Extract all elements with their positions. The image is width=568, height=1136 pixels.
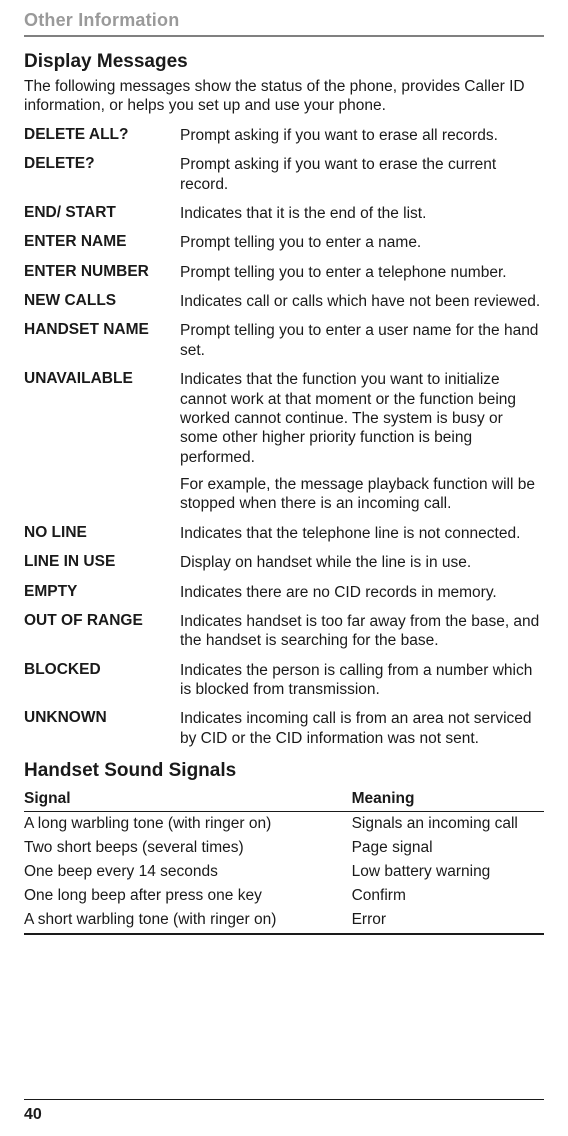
table-row: One long beep after press one keyConfirm xyxy=(24,884,544,908)
handset-signals-table: Signal Meaning A long warbling tone (wit… xyxy=(24,788,544,935)
definition-desc: Indicates call or calls which have not b… xyxy=(180,292,544,311)
definition-desc: Prompt asking if you want to erase all r… xyxy=(180,126,544,145)
definition-term: OUT OF RANGE xyxy=(24,612,170,651)
definition-desc: Indicates that the function you want to … xyxy=(180,370,544,514)
definition-desc: Indicates incoming call is from an area … xyxy=(180,709,544,748)
definition-desc-para: Display on handset while the line is in … xyxy=(180,553,544,572)
display-messages-title: Display Messages xyxy=(24,51,544,73)
definition-term: UNAVAILABLE xyxy=(24,370,170,514)
definition-term: END/ START xyxy=(24,204,170,223)
definition-desc: Indicates that it is the end of the list… xyxy=(180,204,544,223)
definition-term: UNKNOWN xyxy=(24,709,170,748)
definition-term: NEW CALLS xyxy=(24,292,170,311)
table-cell: Error xyxy=(352,908,544,934)
table-cell: Page signal xyxy=(352,836,544,860)
definition-desc-para: Indicates that the telephone line is not… xyxy=(180,524,544,543)
table-cell: A short warbling tone (with ringer on) xyxy=(24,908,352,934)
table-row: One beep every 14 secondsLow battery war… xyxy=(24,860,544,884)
definition-desc-para: Indicates that it is the end of the list… xyxy=(180,204,544,223)
definition-desc: Indicates the person is calling from a n… xyxy=(180,661,544,700)
table-cell: Two short beeps (several times) xyxy=(24,836,352,860)
definition-desc-para: Indicates that the function you want to … xyxy=(180,370,544,467)
definition-term: LINE IN USE xyxy=(24,553,170,572)
definition-desc-para: Indicates handset is too far away from t… xyxy=(180,612,544,651)
definition-term: ENTER NAME xyxy=(24,233,170,252)
definition-desc: Indicates handset is too far away from t… xyxy=(180,612,544,651)
definition-desc-para: Prompt telling you to enter a user name … xyxy=(180,321,544,360)
page: Other Information Display Messages The f… xyxy=(0,0,568,1136)
header-rule xyxy=(24,35,544,37)
definition-desc-para: For example, the message playback functi… xyxy=(180,475,544,514)
definition-term: DELETE ALL? xyxy=(24,126,170,145)
table-cell: A long warbling tone (with ringer on) xyxy=(24,812,352,837)
section-header: Other Information xyxy=(24,10,544,31)
definition-desc: Prompt telling you to enter a telephone … xyxy=(180,263,544,282)
table-row: Two short beeps (several times)Page sign… xyxy=(24,836,544,860)
table-cell: Signals an incoming call xyxy=(352,812,544,837)
table-cell: One long beep after press one key xyxy=(24,884,352,908)
definition-desc-para: Prompt telling you to enter a name. xyxy=(180,233,544,252)
definition-desc-para: Prompt telling you to enter a telephone … xyxy=(180,263,544,282)
definition-desc-para: Indicates the person is calling from a n… xyxy=(180,661,544,700)
definition-desc-para: Indicates call or calls which have not b… xyxy=(180,292,544,311)
footer-rule xyxy=(24,1099,544,1100)
definition-term: HANDSET NAME xyxy=(24,321,170,360)
display-messages-lead: The following messages show the status o… xyxy=(24,77,544,116)
definition-desc: Indicates there are no CID records in me… xyxy=(180,583,544,602)
table-cell: One beep every 14 seconds xyxy=(24,860,352,884)
definition-desc: Prompt asking if you want to erase the c… xyxy=(180,155,544,194)
definition-desc-para: Prompt asking if you want to erase all r… xyxy=(180,126,544,145)
definition-term: ENTER NUMBER xyxy=(24,263,170,282)
table-cell: Confirm xyxy=(352,884,544,908)
definition-desc: Display on handset while the line is in … xyxy=(180,553,544,572)
definition-desc-para: Prompt asking if you want to erase the c… xyxy=(180,155,544,194)
display-messages-list: DELETE ALL? Prompt asking if you want to … xyxy=(24,126,544,748)
table-cell: Low battery warning xyxy=(352,860,544,884)
table-col-signal: Signal xyxy=(24,788,352,812)
page-number: 40 xyxy=(24,1106,42,1124)
table-row: A long warbling tone (with ringer on)Sig… xyxy=(24,812,544,837)
table-row: A short warbling tone (with ringer on)Er… xyxy=(24,908,544,934)
definition-term: EMPTY xyxy=(24,583,170,602)
handset-signals-title: Handset Sound Signals xyxy=(24,760,544,782)
definition-term: NO LINE xyxy=(24,524,170,543)
definition-desc-para: Indicates there are no CID records in me… xyxy=(180,583,544,602)
definition-desc-para: Indicates incoming call is from an area … xyxy=(180,709,544,748)
table-col-meaning: Meaning xyxy=(352,788,544,812)
definition-term: BLOCKED xyxy=(24,661,170,700)
definition-desc: Indicates that the telephone line is not… xyxy=(180,524,544,543)
definition-desc: Prompt telling you to enter a name. xyxy=(180,233,544,252)
definition-desc: Prompt telling you to enter a user name … xyxy=(180,321,544,360)
definition-term: DELETE? xyxy=(24,155,170,194)
